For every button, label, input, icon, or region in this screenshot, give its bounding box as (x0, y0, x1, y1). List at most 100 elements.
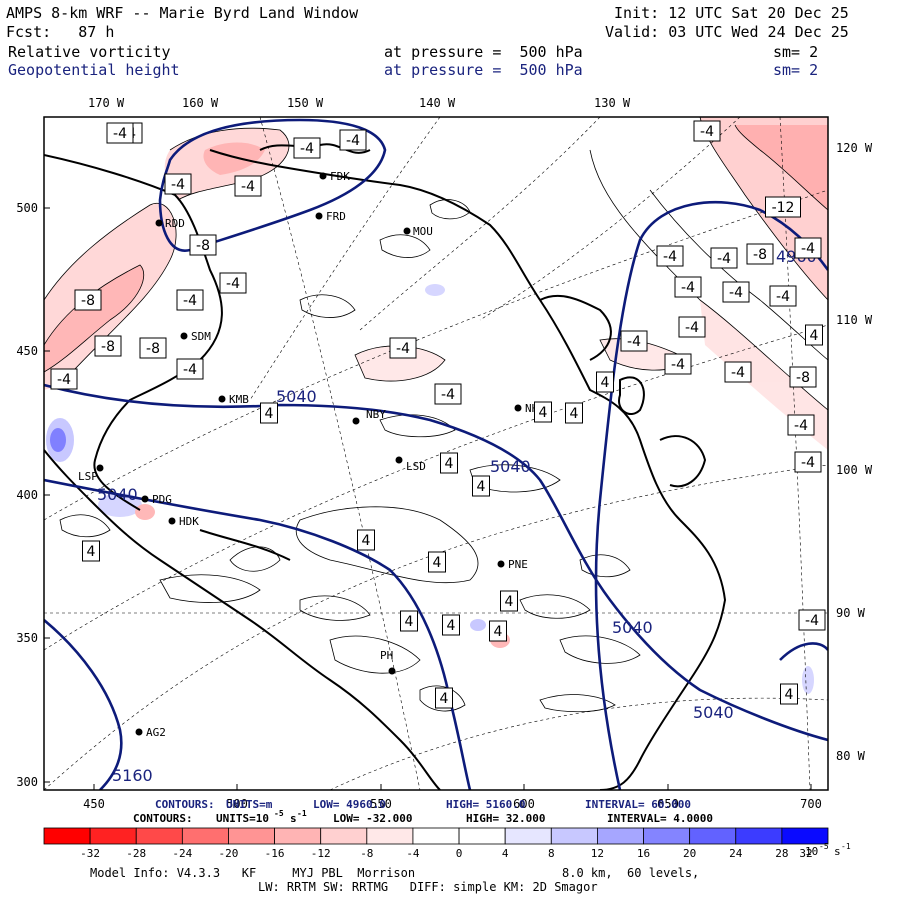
colorbar-swatch (643, 827, 691, 845)
colorbar-swatch (412, 827, 460, 845)
colorbar-label: -20 (219, 847, 239, 860)
negative-vorticity-label-box (769, 285, 797, 307)
axis-tick: 400 (16, 488, 38, 502)
colorbar-label: -32 (80, 847, 100, 860)
height-label: 5040 (612, 618, 653, 637)
station-label: LSP (78, 470, 98, 483)
colorbar-swatch (274, 827, 322, 845)
map-title: AMPS 8-km WRF -- Marie Byrd Land Window (6, 4, 359, 22)
height-label: 5160 (112, 766, 153, 785)
negative-vorticity-label-box (94, 335, 122, 357)
negative-vorticity-label-box (189, 234, 217, 256)
negative-vorticity-label-box (664, 353, 692, 375)
contour-units-s: s (290, 812, 297, 825)
station-label: MOU (413, 225, 433, 238)
colorbar-unit-base: 10 (805, 845, 818, 858)
positive-vorticity-label-box (442, 614, 460, 636)
colorbar-label: -8 (360, 847, 373, 860)
station-labels: FDK FRD RDD MOU SDM KMB NBY LSD NHL PDG … (78, 170, 545, 739)
model-resolution: 8.0 km, 60 levels, (562, 866, 700, 880)
field1-level: at pressure = 500 hPa (384, 43, 583, 61)
positive-vorticity-label: 4 (785, 687, 794, 703)
station-label: SDM (191, 330, 211, 343)
height-contour-note: CONTOURS: UNITS=m LOW= 4960.0 HIGH= 5160… (155, 798, 691, 811)
negative-vorticity-label-box (746, 243, 774, 265)
axis-tick: 450 (16, 344, 38, 358)
negative-vorticity-label-box (674, 276, 702, 298)
colorbar-swatch (181, 827, 229, 845)
model-physics: LW: RRTM SW: RRTMG DIFF: simple KM: 2D S… (258, 880, 598, 894)
positive-vorticity-label-box (435, 687, 453, 709)
field2-smoothing: sm= 2 (773, 61, 819, 79)
axis-tick: 600 (513, 797, 535, 811)
negative-vorticity-label: -4 (776, 289, 790, 305)
positive-vorticity-label: 4 (405, 614, 414, 630)
positive-vorticity-label-box (82, 540, 100, 562)
positive-vorticity-label: 4 (539, 405, 548, 421)
colorbar-label: 8 (548, 847, 555, 860)
positive-vorticity-label-box (472, 475, 490, 497)
longitude-label: 150 W (287, 96, 324, 110)
negative-vorticity-label: -4 (396, 341, 410, 357)
negative-vorticity-label-box (798, 609, 826, 631)
positive-vorticity-label: 4 (810, 328, 819, 344)
height-contours (44, 118, 828, 790)
colorbar-swatch (504, 827, 552, 845)
top-longitude-labels: 170 W 160 W 150 W 140 W 130 W (88, 96, 631, 110)
negative-vorticity-label: -4 (717, 251, 731, 267)
negative-vorticity-label-box (678, 316, 706, 338)
negative-vorticity-label-box (339, 129, 367, 151)
longitude-label: 100 W (836, 463, 873, 477)
model-info: Model Info: V4.3.3 KF MYJ PBL Morrison (90, 866, 416, 880)
station-label: LSD (406, 460, 426, 473)
longitude-label: 130 W (594, 96, 631, 110)
axis-tick: 450 (83, 797, 105, 811)
contour-notes: CONTOURS: UNITS=m LOW= 4960.0 HIGH= 5160… (133, 798, 713, 825)
colorbar: -32 -28 -24 -20 -16 -12 -8 -4 0 4 8 12 16 20 24 28 32 (43, 827, 829, 860)
negative-vorticity-label-box (722, 281, 750, 303)
colorbar-label: -12 (311, 847, 331, 860)
axis-tick: 500 (226, 797, 248, 811)
contour-units: UNITS=10 (216, 812, 269, 825)
negative-vorticity-label-box (176, 289, 204, 311)
negative-vorticity-label: -4 (241, 179, 255, 195)
negative-vorticity-label: -4 (663, 249, 677, 265)
negative-vorticity-label-box (724, 361, 752, 383)
contour-high: HIGH= 5160.0 (446, 798, 525, 811)
axis-tick: 350 (16, 631, 38, 645)
colorbar-label: 0 (456, 847, 463, 860)
station-label: FDK (330, 170, 350, 183)
negative-vorticity-label: -4 (700, 124, 714, 140)
colorbar-unit: 10 -5 s -1 (805, 842, 851, 858)
negative-vorticity-label: -4 (226, 276, 240, 292)
colorbar-swatch (458, 827, 506, 845)
negative-vorticity-label: -8 (146, 341, 160, 357)
height-label: 5040 (276, 387, 317, 406)
negative-vorticity-label: -4 (794, 418, 808, 434)
negative-vorticity-label-box (50, 368, 78, 390)
station-label: AG2 (146, 726, 166, 739)
positive-vorticity-label-box (780, 683, 798, 705)
colorbar-label: -28 (126, 847, 146, 860)
station-label: KMB (229, 393, 249, 406)
contour-units-exponent: -5 (274, 809, 284, 818)
negative-vorticity-label-box (765, 196, 801, 218)
colorbar-unit-s: s (834, 845, 841, 858)
bottom-axis-ticks: 450 500 550 600 650 700 (83, 797, 822, 811)
negative-vorticity-label: -4 (681, 280, 695, 296)
valid-time: Valid: 03 UTC Wed 24 Dec 25 (605, 23, 849, 41)
negative-vorticity-label-box (794, 237, 822, 259)
negative-vorticity-label-box (787, 414, 815, 436)
negative-vorticity-label: -4 (627, 334, 641, 350)
positive-vorticity-label: 4 (494, 624, 503, 640)
longitude-label: 90 W (836, 606, 866, 620)
positive-vorticity-label-box (260, 402, 278, 424)
negative-vorticity-label-box (234, 175, 262, 197)
colorbar-label: -4 (406, 847, 420, 860)
contour-low: LOW= 4960.0 (313, 798, 386, 811)
colorbar-swatch (228, 827, 275, 845)
positive-vorticity-label: 4 (477, 479, 486, 495)
colorbar-swatch (689, 827, 737, 845)
station-label: PH (380, 649, 393, 662)
negative-vorticity-label-box (219, 272, 247, 294)
